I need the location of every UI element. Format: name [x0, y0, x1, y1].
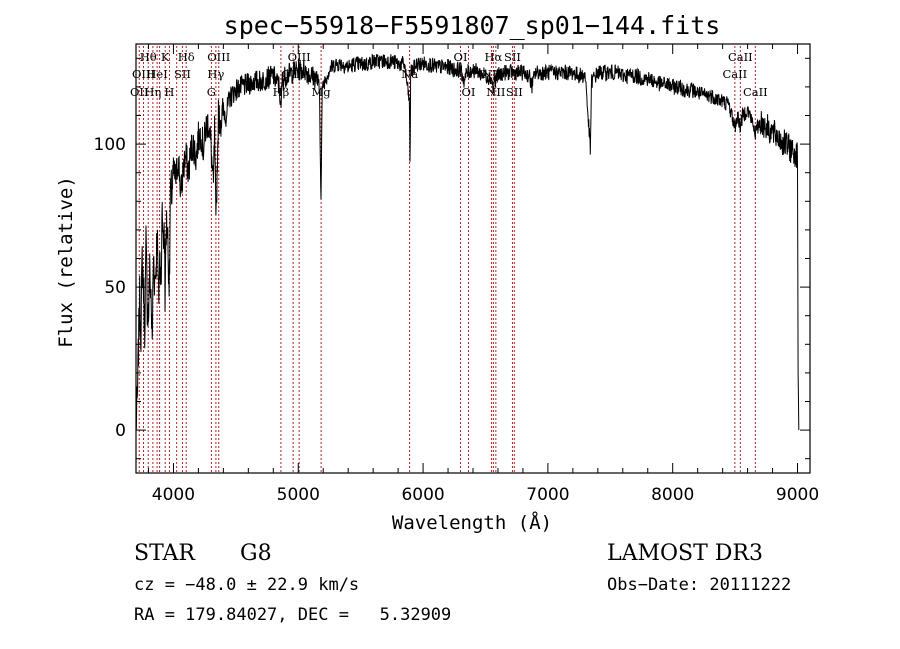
spectral-line-label: SII: [174, 67, 191, 81]
spectral-line-label: NII: [482, 67, 501, 81]
spectral-line-label: HeI: [146, 67, 167, 81]
spectral-line-label: Mg: [312, 85, 332, 99]
spectral-line-label: Hγ: [207, 67, 224, 81]
x-tick-label: 8000: [651, 485, 694, 505]
y-axis-label: Flux (relative): [55, 176, 77, 348]
x-tick-label: 5000: [277, 485, 320, 505]
redshift-cz: cz = −48.0 ± 22.9 km/s: [134, 575, 359, 595]
ra-dec: RA = 179.84027, DEC = 5.32909: [134, 605, 451, 625]
spectral-line-label: Na: [401, 67, 418, 81]
spectral-line-label: G: [207, 85, 216, 99]
survey-name: LAMOST DR3: [607, 541, 763, 566]
x-tick-label: 7000: [526, 485, 569, 505]
spectral-line-label: OIII: [288, 50, 311, 64]
object-class: STAR: [134, 541, 196, 566]
object-subclass: G8: [240, 541, 272, 566]
x-axis-label: Wavelength (Å): [392, 511, 552, 534]
y-tick-label: 100: [94, 135, 126, 155]
x-tick-label: 4000: [152, 485, 195, 505]
spectral-line-label: CaII: [722, 67, 747, 81]
x-tick-label: 6000: [401, 485, 444, 505]
x-tick-label: 9000: [776, 485, 819, 505]
spectral-line-label: CaII: [743, 85, 768, 99]
spectrum-line: [136, 53, 800, 431]
spectral-line-label: Hα: [484, 50, 502, 64]
spectral-line-label: Hβ: [273, 85, 290, 99]
spectral-line-label: CaII: [728, 50, 753, 64]
obs-date: Obs−Date: 20111222: [607, 575, 791, 595]
spectral-line-label: Hθ: [140, 50, 157, 64]
spectral-line-label: NII: [486, 85, 505, 99]
spectral-line-label: OIII: [207, 50, 230, 64]
spectral-line-label: OI: [454, 50, 468, 64]
spectral-line-label: Hδ: [178, 50, 195, 64]
y-tick-label: 50: [104, 278, 126, 298]
spectrum-series: [136, 53, 800, 431]
spectral-line-label: OII: [130, 85, 149, 99]
spectral-line-label: Hη: [144, 85, 161, 99]
plot-frame: [135, 43, 811, 474]
axes: 4000 5000 6000 7000 8000 9000 0 50 100: [94, 43, 819, 505]
chart-title: spec−55918−F5591807_sp01−144.fits: [224, 11, 721, 40]
spectral-line-label: OIII: [132, 67, 155, 81]
spectral-line-label: H: [164, 85, 174, 99]
y-tick-label: 0: [115, 421, 126, 441]
spectral-line-label: SII: [504, 50, 521, 64]
spectral-line-label: K: [161, 50, 170, 64]
spectral-line-markers: [138, 46, 756, 473]
spectral-line-label: OI: [462, 85, 476, 99]
spectral-line-labels: OIIOIIIHθHηHeIKHSIIHδGHγOIIIHβOIIIOIIIMg…: [130, 50, 768, 99]
spectral-line-label: SII: [506, 85, 523, 99]
spectral-line-label: OIII: [282, 67, 305, 81]
